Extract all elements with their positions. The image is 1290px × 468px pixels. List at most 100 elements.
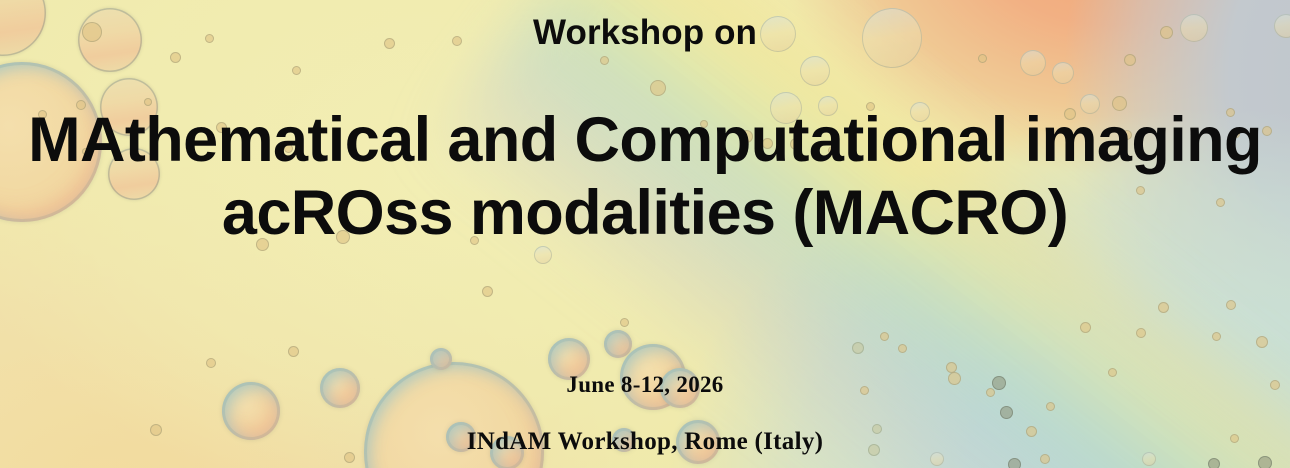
oil-droplet [482,286,493,297]
oil-droplet [868,444,880,456]
oil-droplet [292,66,301,75]
oil-droplet [1040,454,1050,464]
oil-droplet [872,424,882,434]
oil-droplet [860,386,869,395]
event-venue: INdAM Workshop, Rome (Italy) [466,428,824,455]
oil-droplet [1230,434,1239,443]
oil-droplet [490,436,524,468]
event-dates: June 8-12, 2026 [566,372,724,397]
oil-droplet [1274,14,1290,38]
oil-droplet [1112,96,1127,111]
oil-droplet [1256,336,1268,348]
oil-droplet [946,362,957,373]
oil-droplet [1216,198,1225,207]
oil-droplet [1226,300,1236,310]
page-title-line-2: acROss modalities (MACRO) [221,177,1069,248]
oil-droplet [1180,14,1208,42]
oil-droplet [1142,452,1156,466]
oil-droplet [470,236,479,245]
oil-droplet [828,146,837,155]
oil-droplet [256,238,269,251]
oil-droplet [676,420,720,464]
oil-droplet [384,38,395,49]
oil-droplet [1008,458,1021,468]
oil-droplet [700,120,708,128]
oil-droplet [288,346,299,357]
oil-droplet [100,78,158,136]
oil-droplet [612,428,636,452]
banner-kicker: Workshop on [532,13,758,52]
oil-droplet [600,56,609,65]
oil-droplet [986,388,995,397]
oil-droplet [1020,50,1046,76]
oil-droplet [1136,328,1146,338]
page-title-line-1: MAthematical and Computational imaging [28,104,1262,175]
oil-droplet [452,36,462,46]
oil-droplet [800,56,830,86]
oil-droplet [740,130,753,143]
oil-droplet [770,92,802,124]
oil-droplet [862,8,922,68]
oil-droplet [1232,130,1240,138]
oil-droplet [866,102,875,111]
oil-droplet [548,338,590,380]
oil-droplet [1270,380,1280,390]
oil-droplet [1160,26,1173,39]
oil-droplet [898,344,907,353]
oil-droplet [344,452,355,463]
oil-droplet [170,52,181,63]
oil-droplet [930,452,944,466]
oil-droplet [604,330,632,358]
oil-droplet [762,138,773,149]
oil-droplet [790,138,802,150]
oil-droplet [1158,302,1169,313]
oil-droplet [336,230,350,244]
oil-droplet [108,148,160,200]
oil-droplet [144,98,152,106]
oil-droplet [534,246,552,264]
oil-droplet [1262,126,1272,136]
oil-droplet [1052,62,1074,84]
oil-droplet [1080,322,1091,333]
oil-droplet [1064,108,1076,120]
oil-droplet [205,34,214,43]
oil-droplet [222,382,280,440]
oil-droplet [948,372,961,385]
oil-droplet [1122,130,1132,140]
oil-droplet [978,54,987,63]
oil-droplet [818,96,838,116]
oil-droplet [852,342,864,354]
oil-droplet [150,424,162,436]
oil-droplet [1212,332,1221,341]
oil-droplet [216,122,227,133]
oil-droplet [760,16,796,52]
page-title: MAthematical and Computational imaging a… [0,104,1290,250]
oil-droplet [206,358,216,368]
oil-droplet [82,22,102,42]
oil-droplet [620,318,629,327]
oil-droplet [660,368,700,408]
oil-droplet [880,332,889,341]
oil-droplet [82,148,89,155]
oil-droplet [1000,406,1013,419]
oil-droplet [1108,368,1117,377]
oil-droplet [1026,426,1037,437]
oil-droplet [430,348,452,370]
oil-droplet [446,422,476,452]
oil-droplet [284,144,293,153]
oil-droplet [1124,54,1136,66]
oil-droplet [910,102,930,122]
oil-droplet [38,110,47,119]
oil-droplet [76,100,86,110]
oil-droplet [320,368,360,408]
oil-droplet [1226,108,1235,117]
oil-droplet [650,80,666,96]
oil-droplet [1136,186,1145,195]
oil-droplet [1080,94,1100,114]
oil-droplet [1046,402,1055,411]
oil-droplet [992,376,1006,390]
oil-droplet [1208,458,1220,468]
oil-droplet [1258,456,1272,468]
